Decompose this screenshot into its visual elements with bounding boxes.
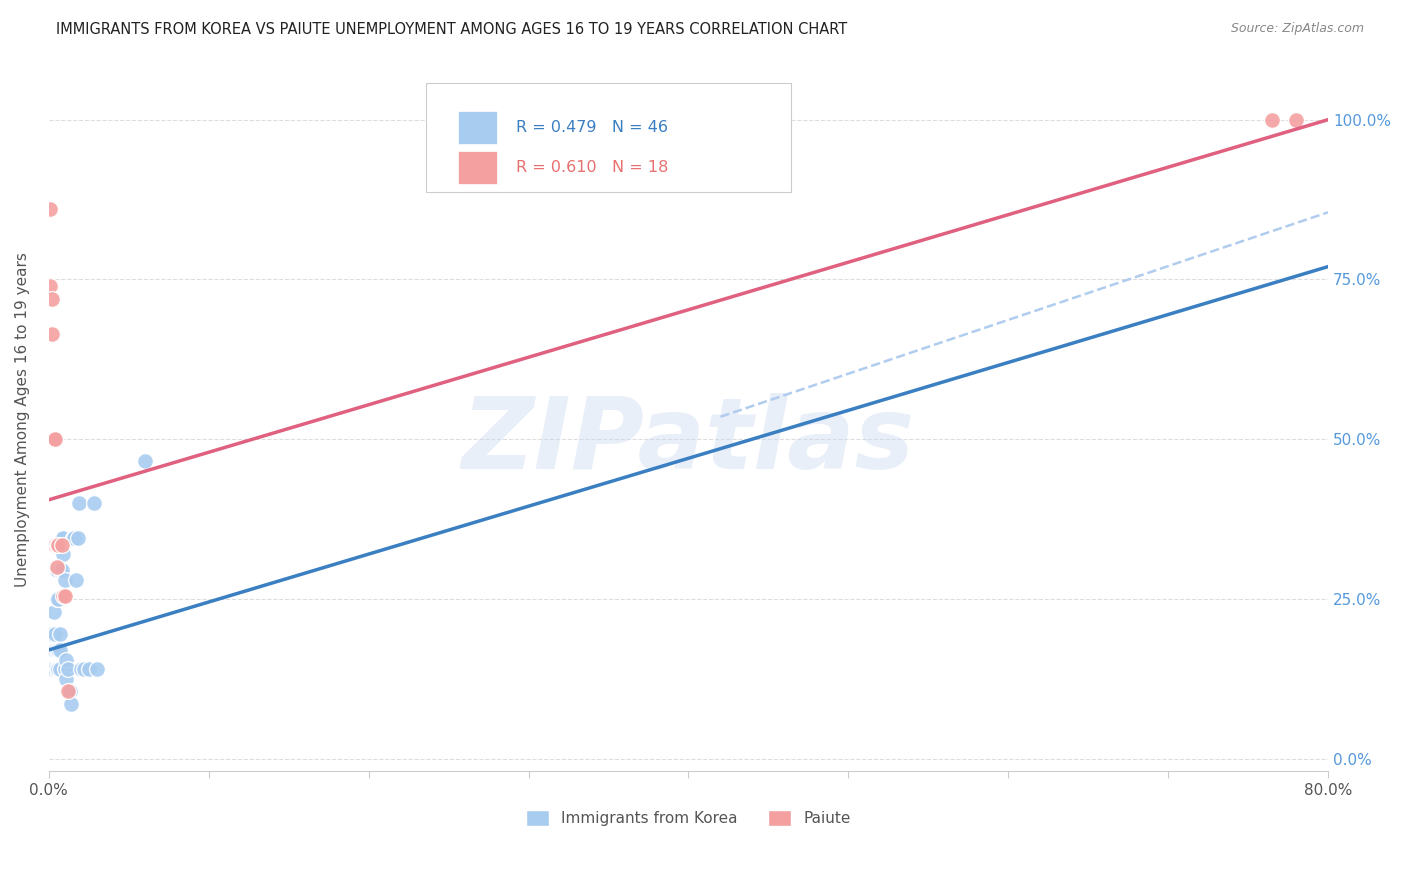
Point (53, 573, 76, 587)
Point (51, 563, 73, 577)
Point (39, 202, 62, 216)
Point (49, 627, 72, 641)
Point (41, 662, 63, 676)
Point (45, 662, 67, 676)
Point (52, 589, 75, 603)
Point (41, 292, 63, 306)
Point (65, 573, 87, 587)
Point (45, 563, 67, 577)
Point (44, 643, 66, 657)
Point (45, 591, 67, 606)
Point (52, 547, 75, 561)
Point (44, 432, 66, 446)
Point (41, 627, 63, 641)
Point (56, 684, 79, 698)
Point (42, 643, 65, 657)
Point (45, 537, 67, 551)
FancyBboxPatch shape (458, 151, 496, 185)
Point (46, 662, 69, 676)
Point (49, 643, 72, 657)
Point (46, 643, 69, 657)
Point (46, 591, 69, 606)
Point (52, 531, 75, 545)
Point (49, 563, 72, 577)
Point (53, 589, 76, 603)
Point (63, 531, 86, 545)
Point (1261, 112, 1284, 127)
Point (56, 662, 79, 676)
Point (53, 662, 76, 676)
Point (1285, 112, 1308, 127)
Point (69, 662, 91, 676)
Point (73, 662, 96, 676)
Point (66, 531, 89, 545)
Point (42, 432, 65, 446)
Text: R = 0.610   N = 18: R = 0.610 N = 18 (516, 160, 668, 175)
Text: Source: ZipAtlas.com: Source: ZipAtlas.com (1230, 22, 1364, 36)
Point (46, 537, 69, 551)
FancyBboxPatch shape (458, 111, 496, 145)
Point (55, 652, 77, 666)
Point (86, 662, 108, 676)
Point (39, 278, 62, 293)
Point (42, 605, 65, 619)
Point (42, 643, 65, 657)
Point (39, 627, 62, 641)
Point (44, 537, 66, 551)
Text: ZIPatlas: ZIPatlas (463, 392, 915, 490)
Point (44, 627, 66, 641)
Legend: Immigrants from Korea, Paiute: Immigrants from Korea, Paiute (519, 803, 859, 834)
Y-axis label: Unemployment Among Ages 16 to 19 years: Unemployment Among Ages 16 to 19 years (15, 252, 30, 587)
Point (134, 454, 156, 468)
Text: IMMIGRANTS FROM KOREA VS PAIUTE UNEMPLOYMENT AMONG AGES 16 TO 19 YEARS CORRELATI: IMMIGRANTS FROM KOREA VS PAIUTE UNEMPLOY… (56, 22, 848, 37)
Point (44, 662, 66, 676)
Point (45, 560, 67, 574)
Point (77, 662, 100, 676)
Point (58, 684, 80, 698)
Point (45, 643, 67, 657)
Point (41, 643, 63, 657)
Point (51, 531, 73, 545)
Text: R = 0.479   N = 46: R = 0.479 N = 46 (516, 120, 668, 135)
Point (41, 326, 63, 341)
Point (49, 662, 72, 676)
Point (55, 672, 77, 686)
FancyBboxPatch shape (426, 83, 790, 192)
Point (83, 496, 105, 510)
Point (60, 698, 83, 712)
Point (62, 531, 84, 545)
Point (67, 496, 90, 510)
Point (51, 531, 73, 545)
Point (41, 432, 63, 446)
Point (51, 537, 73, 551)
Point (39, 662, 62, 676)
Point (38, 640, 60, 654)
Point (42, 432, 65, 446)
